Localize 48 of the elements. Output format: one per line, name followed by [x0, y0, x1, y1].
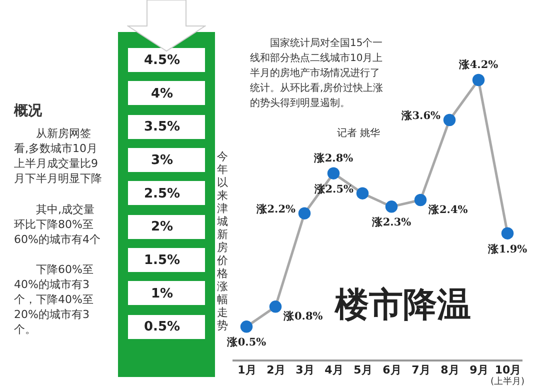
x-tick-label: 3月 [296, 364, 314, 376]
x-tick-label: 4月 [324, 364, 344, 376]
y-tick-label: 1.5% [144, 253, 180, 268]
x-tick-label: 1月 [238, 364, 256, 376]
x-tick-label: 10月 [494, 364, 522, 376]
point [414, 194, 427, 206]
point [385, 200, 398, 213]
data-label: 涨0.5% [226, 336, 266, 349]
annotation: 记者 姚华 [336, 126, 380, 141]
text: 楼市降温 [335, 284, 471, 327]
text: 概况 [14, 103, 43, 119]
data-label: 涨3.6% [400, 109, 441, 122]
data-label: 涨2.8% [312, 151, 354, 164]
point [327, 167, 340, 180]
text: (上半月) [489, 376, 526, 388]
x-tick-label: 8月 [440, 364, 460, 376]
x-tick-label: 2月 [266, 364, 286, 376]
data-label: 涨2.2% [255, 202, 296, 216]
y-tick-label: 2% [150, 220, 174, 235]
text: 下降60%至40%的城市有3个，下降40%至20%的城市有3个。 [14, 262, 94, 337]
data-label: 涨1.9% [486, 242, 528, 256]
y-tick-label: 2.5% [144, 186, 180, 202]
point [269, 300, 282, 313]
data-label: 涨0.8% [282, 310, 323, 323]
data-label: 涨4.2% [458, 58, 498, 71]
y-tick-label: 4% [150, 86, 174, 102]
y-tick-label: 4.5% [144, 53, 180, 68]
x-tick-label: 5月 [354, 364, 372, 376]
x-tick-label: 7月 [412, 364, 430, 376]
point [240, 320, 253, 333]
text: 从新房网签看,多数城市10月上半月成交量比9月下半月明显下降 [14, 126, 103, 186]
point [298, 207, 311, 220]
data-label: 涨2.3% [370, 216, 412, 229]
point [356, 187, 369, 200]
annotation: 国家统计局对全国15个一线和部分热点二线城市10月上半月的房地产市场情况进行了统计。从环比看,房价过快上涨的势头得到明显遏制。 [250, 36, 384, 111]
point [443, 114, 456, 126]
x-tick-label: 9月 [470, 364, 488, 376]
y-tick-label: 0.5% [144, 320, 180, 335]
point [472, 74, 485, 86]
y-tick-label: 3.5% [144, 120, 180, 135]
text: 今年以来津城新房价格涨幅走势 [217, 150, 228, 332]
text: 其中,成交量环比下降80%至60%的城市有4个 [14, 202, 102, 247]
y-tick-label: 3% [150, 153, 174, 168]
data-label: 涨2.5% [313, 182, 354, 196]
point [501, 227, 514, 240]
x-tick-label: 6月 [382, 364, 402, 376]
data-label: 涨2.4% [428, 203, 468, 216]
y-tick-label: 1% [150, 286, 174, 302]
